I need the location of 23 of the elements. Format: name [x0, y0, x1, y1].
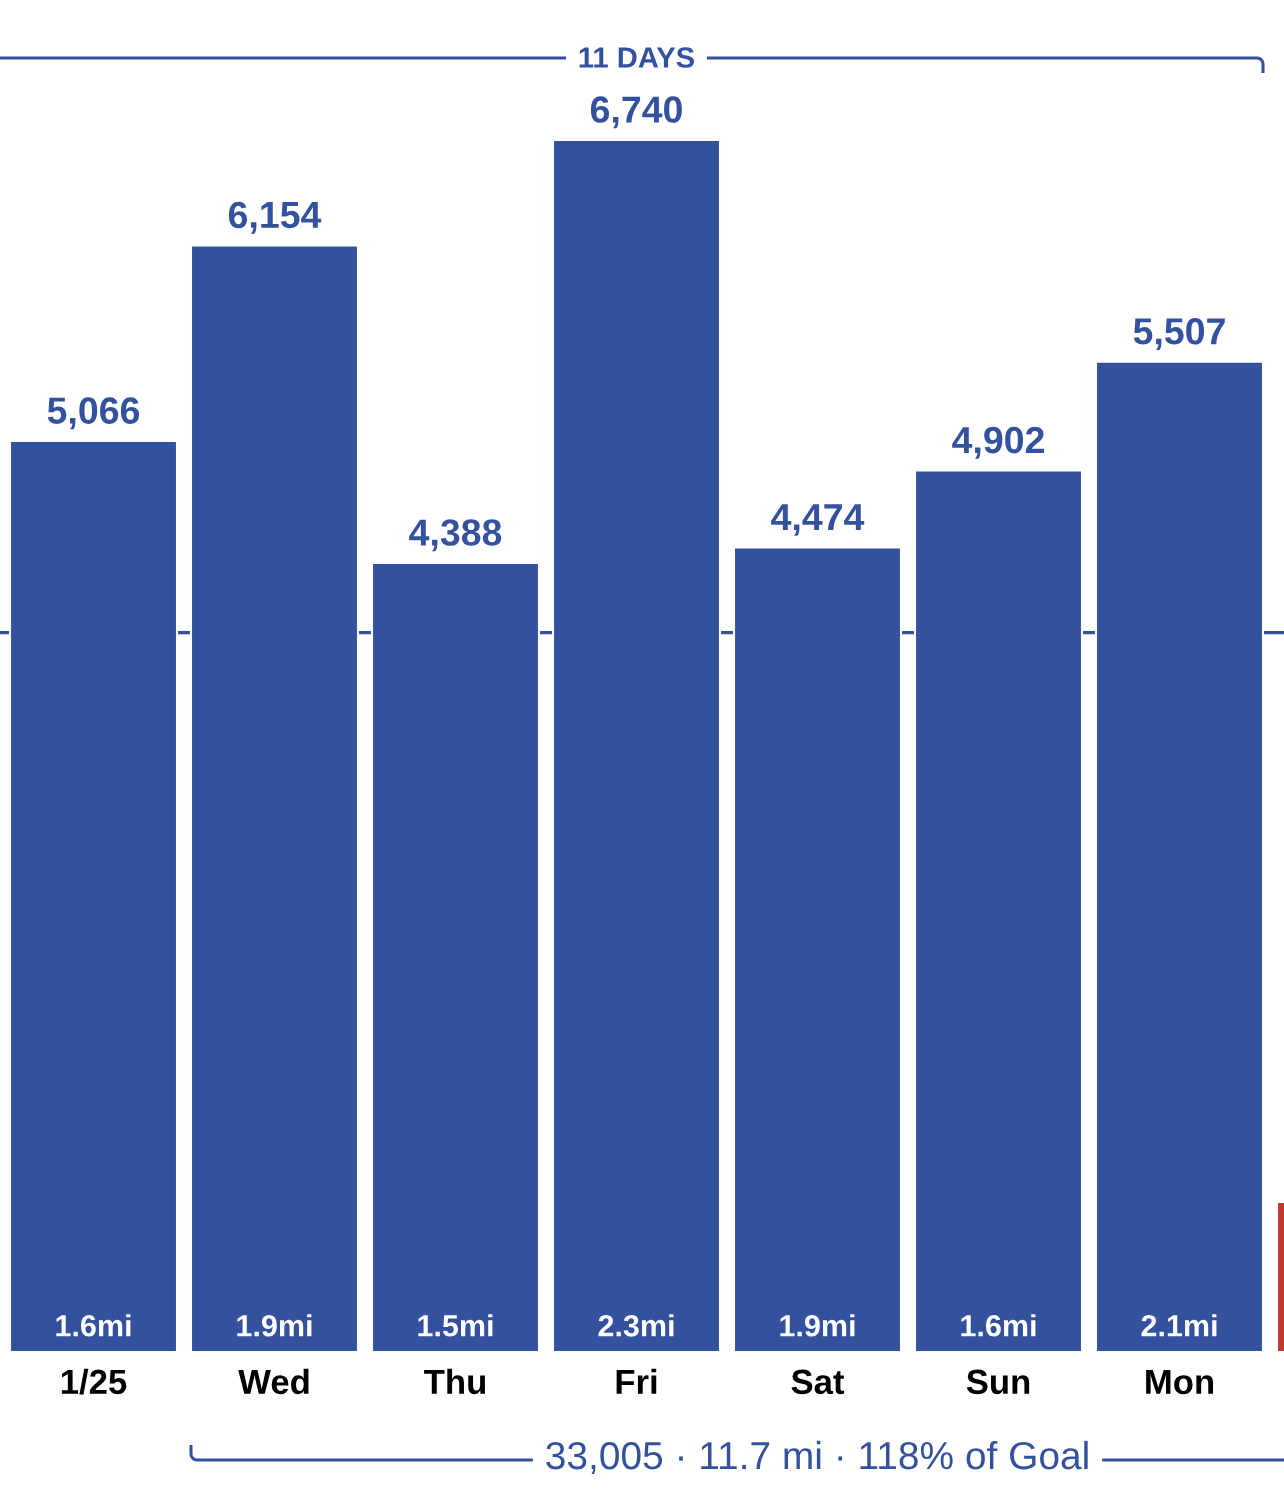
data-label: 4,474 [771, 504, 865, 536]
x-tick-label: 1/25 [61, 1368, 127, 1395]
x-tick-label: Mon [1146, 1369, 1214, 1395]
annotation: 2.3mi [598, 1314, 674, 1337]
text: 11 DAYS [579, 47, 695, 68]
x-tick-label: Wed [238, 1368, 309, 1395]
data-label: 6,740 [590, 96, 682, 129]
x-tick-label: Sat [791, 1369, 845, 1395]
annotation: 1.9mi [780, 1314, 855, 1337]
annotation: 1.6mi [56, 1314, 131, 1337]
annotation: 2.1mi [1141, 1314, 1217, 1337]
data-label: 6,154 [228, 201, 322, 234]
annotation: 1.9mi [237, 1314, 312, 1337]
data-label: 4,902 [952, 426, 1044, 459]
data-label: 5,066 [47, 397, 140, 430]
text: 33,005 · 11.7 mi · 118% of Goal [546, 1440, 1088, 1475]
x-tick-label: Thu [424, 1368, 486, 1395]
annotation: 1.6mi [961, 1314, 1036, 1337]
x-tick-label: Sun [966, 1369, 1030, 1395]
annotation: 1.5mi [418, 1314, 493, 1337]
x-tick-label: Fri [616, 1368, 657, 1394]
data-label: 4,388 [409, 519, 502, 552]
data-label: 5,507 [1133, 318, 1225, 351]
